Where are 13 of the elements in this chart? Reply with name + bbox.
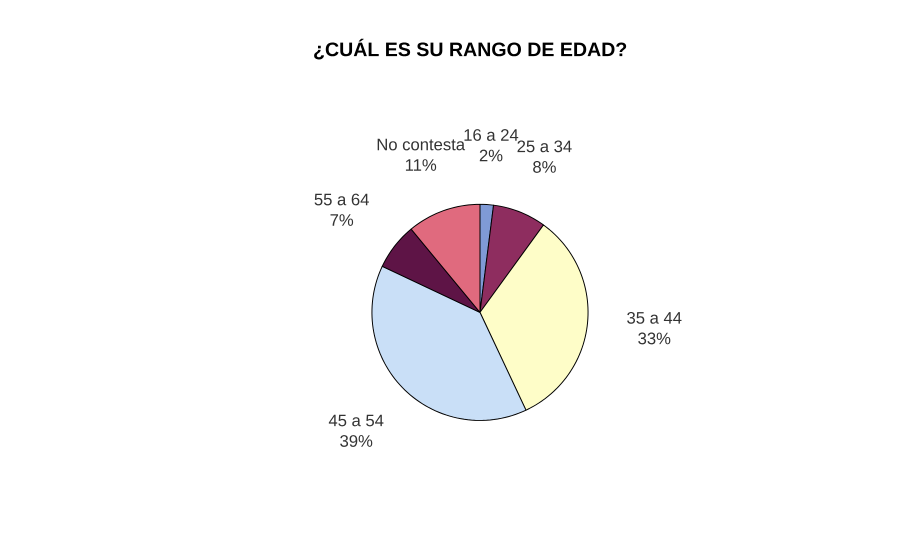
slice-label: 55 a 64: [314, 193, 369, 206]
slice-label: 16 a 24: [464, 128, 518, 141]
data-label: 2%: [480, 150, 502, 162]
data-label: 11%: [406, 159, 436, 171]
slice-label: 45 a 54: [328, 414, 384, 426]
chart-title: ¿CUÁL ES SU RANGO DE EDAD?: [314, 38, 626, 60]
slice-label: 35 a 44: [627, 312, 682, 324]
data-label: 8%: [533, 160, 556, 173]
data-label: 39%: [340, 434, 372, 447]
slice-label: 25 a 34: [518, 140, 572, 152]
data-label: 7%: [330, 214, 354, 226]
data-label: 33%: [638, 332, 670, 344]
slice-label: No contesta: [378, 138, 466, 150]
